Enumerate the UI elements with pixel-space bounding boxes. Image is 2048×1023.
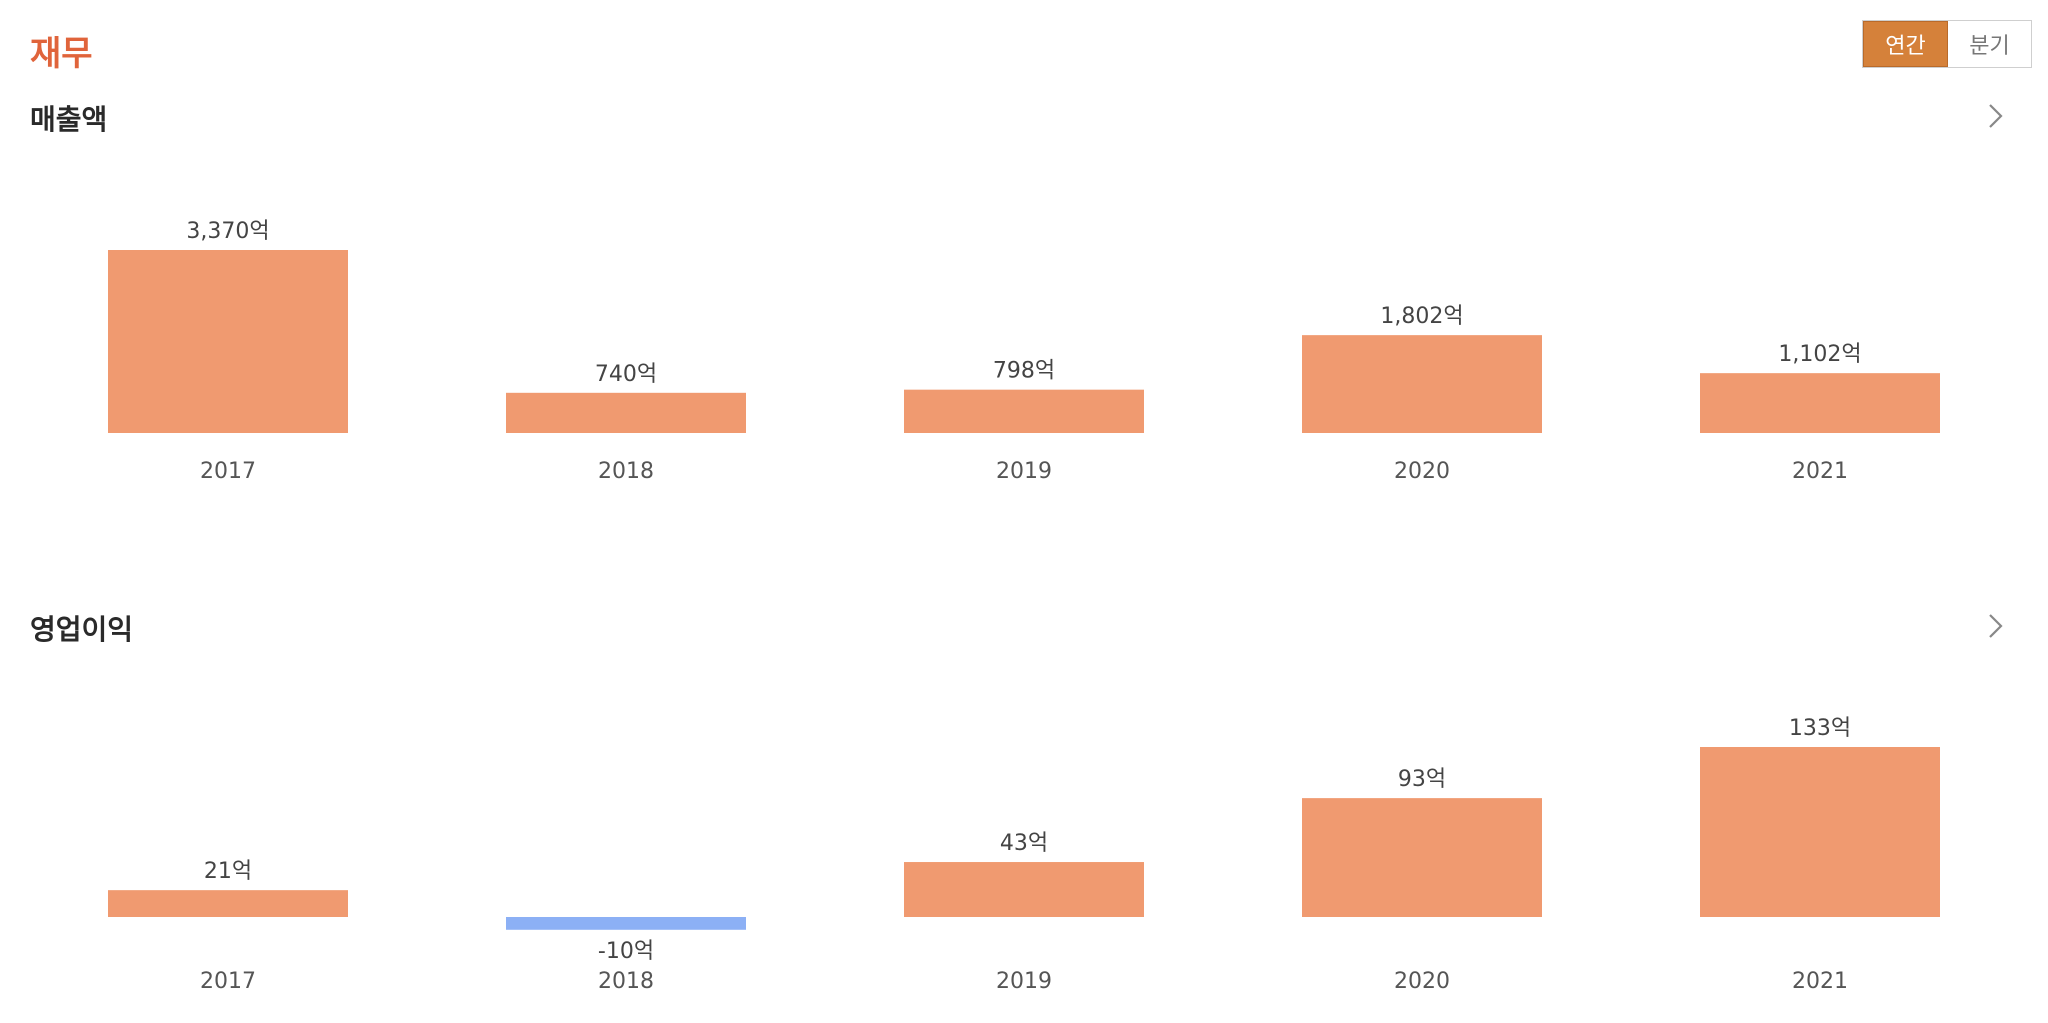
- tick-label-2021: 2021: [1792, 969, 1848, 994]
- tick-label-2020: 2020: [1394, 459, 1450, 484]
- operating-profit-bar-chart: 21억 2017 -10억 2018 43억 2019 93억 2020 133억 2021: [108, 716, 1940, 994]
- bar-2020[interactable]: [1302, 335, 1542, 433]
- chevron-right-icon[interactable]: [1980, 101, 2010, 131]
- data-label-2020: 93억: [1398, 767, 1446, 792]
- data-label-2019: 798억: [993, 359, 1055, 384]
- data-label-2018: -10억: [598, 939, 654, 964]
- tick-label-2020: 2020: [1394, 969, 1450, 994]
- bar-2017[interactable]: [108, 890, 348, 917]
- tick-label-2018: 2018: [598, 459, 654, 484]
- tick-label-2017: 2017: [200, 969, 256, 994]
- bar-2020[interactable]: [1302, 798, 1542, 917]
- bar-2018[interactable]: [506, 917, 746, 930]
- annual-tab[interactable]: 연간: [1863, 21, 1948, 67]
- data-label-2017: 3,370억: [186, 219, 269, 244]
- bar-2021[interactable]: [1700, 747, 1940, 917]
- data-label-2021: 133억: [1789, 716, 1851, 741]
- bar-2019[interactable]: [904, 862, 1144, 917]
- tick-label-2019: 2019: [996, 459, 1052, 484]
- data-label-2017: 21억: [204, 859, 252, 884]
- revenue-section-title: 매출액: [30, 103, 108, 136]
- period-toggle: 연간 분기: [1862, 20, 2032, 68]
- tick-label-2018: 2018: [598, 969, 654, 994]
- revenue-bar-chart: 3,370억 2017 740억 2018 798억 2019 1,802억 2020 1,10…: [108, 219, 1940, 484]
- page-title: 재무: [30, 34, 93, 74]
- bar-2019[interactable]: [904, 389, 1144, 433]
- tick-label-2017: 2017: [200, 459, 256, 484]
- data-label-2021: 1,102억: [1778, 342, 1861, 367]
- data-label-2019: 43억: [1000, 831, 1048, 856]
- operating-profit-section-title: 영업이익: [30, 613, 134, 646]
- data-label-2020: 1,802억: [1380, 304, 1463, 329]
- bar-2021[interactable]: [1700, 373, 1940, 433]
- bar-2018[interactable]: [506, 392, 746, 433]
- tick-label-2021: 2021: [1792, 459, 1848, 484]
- tick-label-2019: 2019: [996, 969, 1052, 994]
- data-label-2018: 740억: [595, 362, 657, 387]
- chevron-right-icon[interactable]: [1980, 611, 2010, 641]
- bar-2017[interactable]: [108, 250, 348, 433]
- quarter-tab[interactable]: 분기: [1948, 21, 2031, 67]
